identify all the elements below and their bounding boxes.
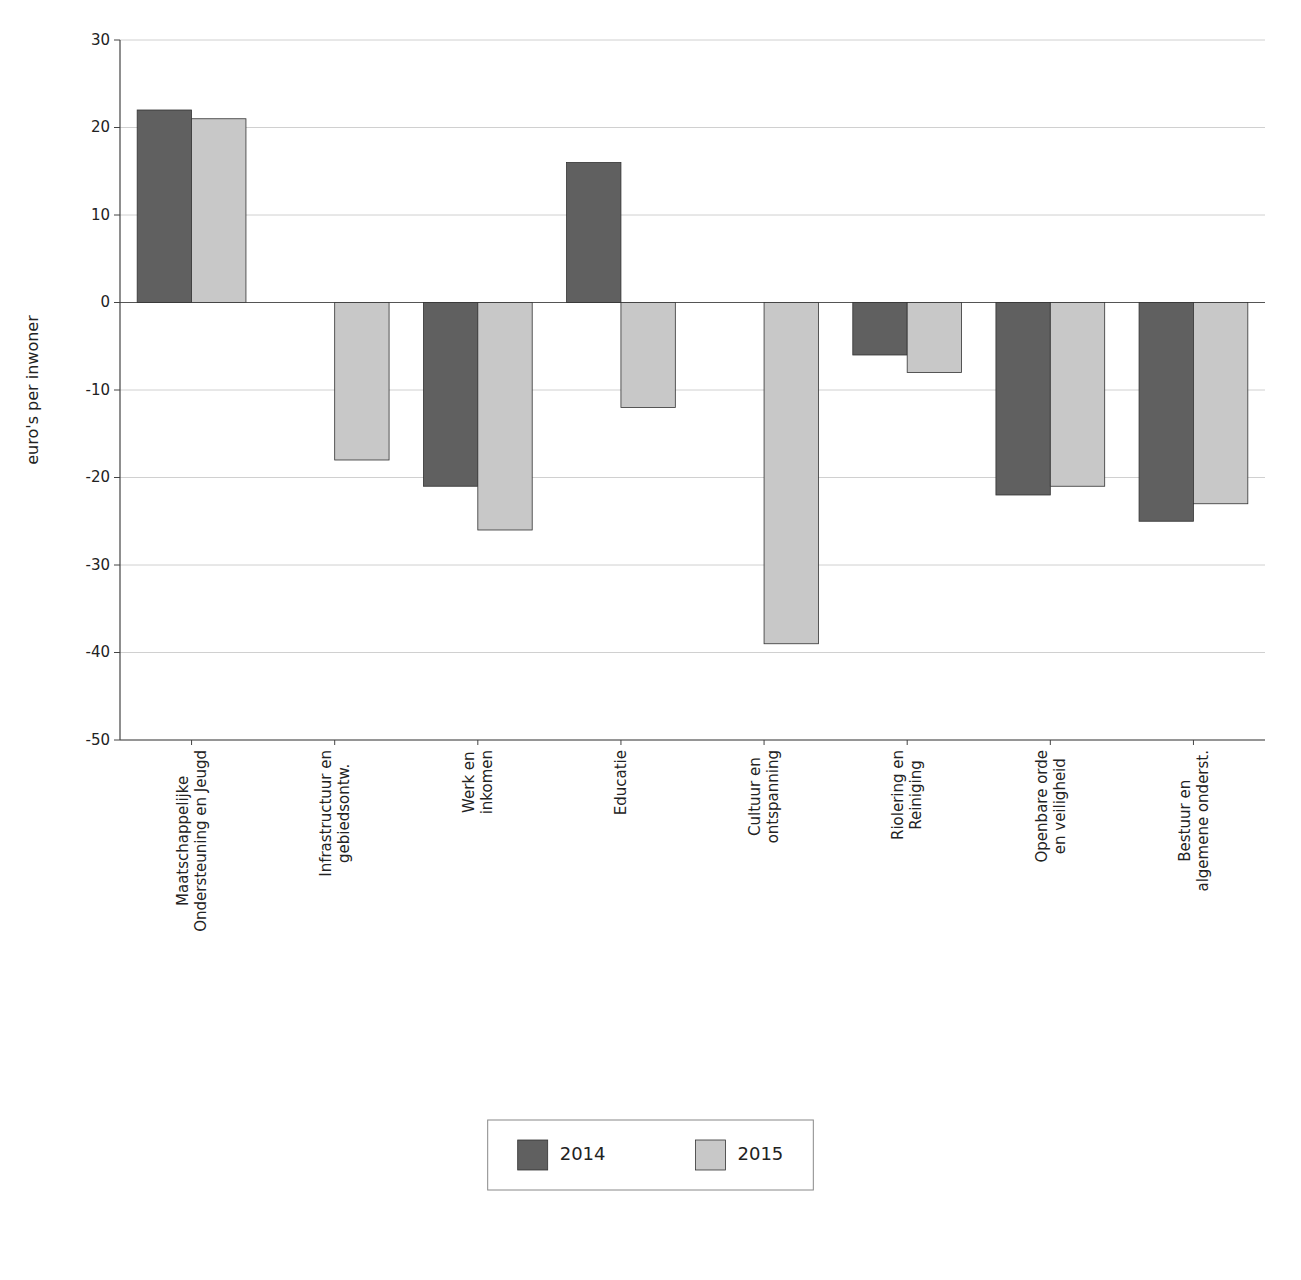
grid-line [120,215,1265,216]
x-tick [191,740,192,745]
x-tick [907,740,908,745]
y-tick [114,652,120,653]
y-tick [114,390,120,391]
x-tick-label: Cultuur enontspanning [746,750,782,843]
label-line: Werk en [460,751,478,813]
y-tick [114,40,120,41]
bar [137,110,191,303]
chart: -50 -40 -30 -20 -10 0 10 20 30 euro's per inwoner… [0,0,1301,1280]
y-tick [114,740,120,741]
legend-swatch [696,1140,726,1170]
x-tick [477,740,478,745]
x-tick [334,740,335,745]
y-axis-line [119,40,120,740]
label-line: Reiniging [907,760,925,830]
x-axis-line [120,739,1265,740]
bar [567,163,621,303]
bar [907,303,961,373]
bar [423,303,477,487]
x-tick-label: Werk eninkomen [460,750,496,814]
x-tick [1193,740,1194,745]
bar [1193,303,1247,504]
label-line: inkomen [478,750,496,814]
label-line: Infrastructuur en [317,750,335,877]
x-tick-label: Openbare ordeen veiligheid [1033,750,1069,862]
grid-line [120,127,1265,128]
label-line: Openbare orde [1033,750,1051,862]
y-tick-label: -10 [86,381,111,399]
grid-line [120,40,1265,41]
bar [192,119,246,303]
bars [137,110,1248,644]
label-line: gebiedsontw. [335,764,353,863]
label-line: Riolering en [889,750,907,840]
label-line: Educatie [612,750,630,815]
y-tick-label: -40 [86,643,111,661]
label-line: algemene onderst. [1194,750,1212,892]
x-tick-label: Riolering enReiniging [889,750,925,840]
bar [996,303,1050,496]
y-tick-label: -20 [86,468,111,486]
y-tick-label: 30 [91,31,110,49]
bar [335,303,389,461]
bar [621,303,675,408]
bar [710,302,764,303]
y-tick [114,565,120,566]
label-line: Maatschappelijke [174,776,192,906]
legend-label: 2015 [738,1143,784,1164]
bar [1050,303,1104,487]
grid [120,40,1265,740]
x-tick-label: Infrastructuur engebiedsontw. [317,750,353,877]
grid-line [120,565,1265,566]
bar [280,302,334,303]
y-tick [114,215,120,216]
y-tick-label: 20 [91,118,110,136]
x-tick [620,740,621,745]
x-tick [1050,740,1051,745]
y-tick [114,127,120,128]
legend-swatch [518,1140,548,1170]
legend-label: 2014 [560,1143,606,1164]
legend-frame [488,1120,814,1190]
y-axis: -50 -40 -30 -20 -10 0 10 20 30 [86,31,121,749]
label-line: ontspanning [764,750,782,843]
label-line: Bestuur en [1176,780,1194,862]
x-tick-label: Educatie [612,750,630,815]
y-tick [114,477,120,478]
y-axis-label: euro's per inwoner [23,315,42,465]
x-tick-label: MaatschappelijkeOndersteuning en Jeugd [174,750,210,932]
label-line: Ondersteuning en Jeugd [192,750,210,932]
bar [478,303,532,531]
label-line: en veiligheid [1051,758,1069,854]
label-line: Cultuur en [746,757,764,836]
bar [853,303,907,356]
bar [1139,303,1193,522]
y-tick [114,302,120,303]
x-tick [764,740,765,745]
y-tick-label: 10 [91,206,110,224]
grid-line [120,652,1265,653]
x-axis: MaatschappelijkeOndersteuning en Jeugd In… [174,740,1212,932]
grid-line [120,740,1265,741]
bar [764,303,818,644]
legend: 2014 2015 [488,1120,814,1190]
x-tick-label: Bestuur enalgemene onderst. [1176,750,1212,892]
y-tick-label: -30 [86,556,111,574]
y-tick-label: 0 [100,293,110,311]
y-tick-label: -50 [86,731,111,749]
